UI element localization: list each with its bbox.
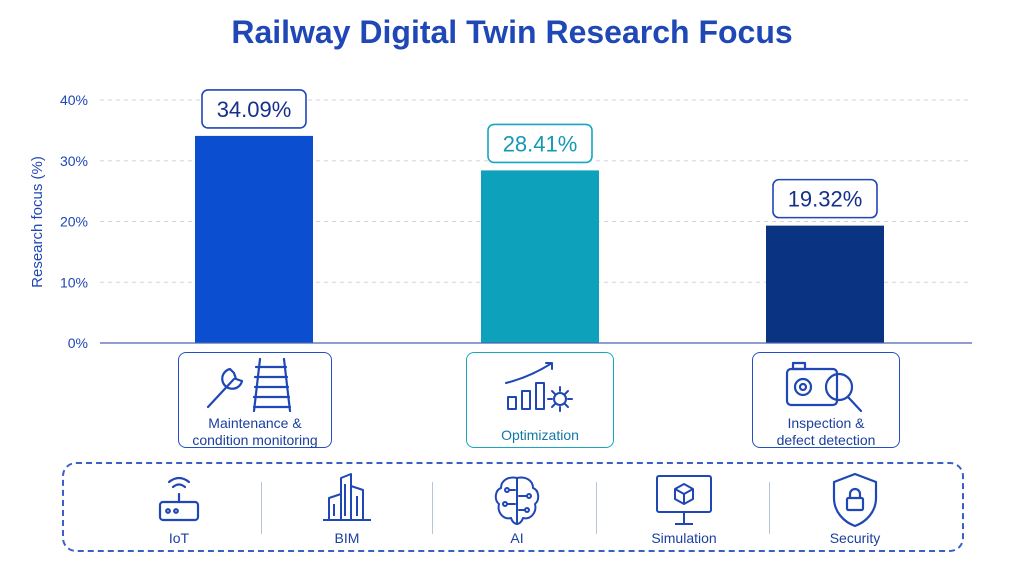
tech-label: BIM (334, 530, 360, 546)
separator (432, 482, 433, 534)
data-label: 34.09% (217, 97, 292, 122)
category-label: defect detection (776, 432, 876, 448)
category-maintenance: Maintenance & condition monitoring (178, 352, 332, 448)
data-label-box (487, 123, 593, 164)
y-tick-label: 0% (68, 335, 88, 350)
category-optimization: Optimization (466, 352, 614, 448)
simulation-monitor-icon (656, 475, 712, 525)
tech-ai: AI (462, 464, 572, 550)
technology-strip: IoT BIM AI (62, 462, 964, 552)
tech-label: IoT (168, 530, 190, 546)
wrench-track-icon (206, 357, 292, 413)
tech-label: AI (510, 530, 524, 546)
bar (195, 135, 313, 343)
chart-title: Railway Digital Twin Research Focus (231, 14, 793, 50)
bar (481, 170, 599, 343)
bim-building-icon (323, 473, 371, 521)
tech-simulation: Simulation (629, 464, 739, 550)
data-label-box (772, 178, 878, 219)
separator (769, 482, 770, 534)
security-shield-icon (832, 472, 878, 528)
separator (596, 482, 597, 534)
category-label: Maintenance & (208, 415, 302, 431)
data-label: 19.32% (788, 187, 863, 212)
camera-magnifier-icon (785, 361, 863, 413)
y-tick-labels: 0% 10% 20% 30% 40% (60, 92, 88, 350)
y-tick-label: 20% (60, 214, 88, 230)
y-tick-label: 40% (60, 92, 88, 108)
y-tick-label: 30% (60, 153, 88, 169)
bar-chart: 0% 10% 20% 30% 40% Research focus (%) 34.09%… (29, 89, 972, 350)
iot-router-icon (158, 476, 200, 522)
tech-iot: IoT (124, 464, 234, 550)
data-labels: 34.09% 28.41% 19.32% (201, 89, 878, 219)
tech-label: Security (829, 530, 881, 546)
tech-bim: BIM (292, 464, 402, 550)
ai-brain-icon (494, 476, 540, 525)
bars (195, 135, 884, 343)
y-tick-label: 10% (60, 274, 88, 290)
chart-gear-icon (505, 362, 573, 412)
category-label: condition monitoring (192, 432, 318, 448)
tech-security: Security (800, 464, 910, 550)
y-axis-label: Research focus (%) (29, 156, 46, 288)
category-label: Inspection & (787, 415, 865, 431)
bar (766, 225, 884, 343)
data-label-box (201, 89, 307, 129)
tech-label: Simulation (651, 530, 717, 546)
separator (261, 482, 262, 534)
category-inspection: Inspection & defect detection (752, 352, 900, 448)
data-label: 28.41% (503, 131, 578, 156)
category-label: Optimization (501, 427, 579, 443)
